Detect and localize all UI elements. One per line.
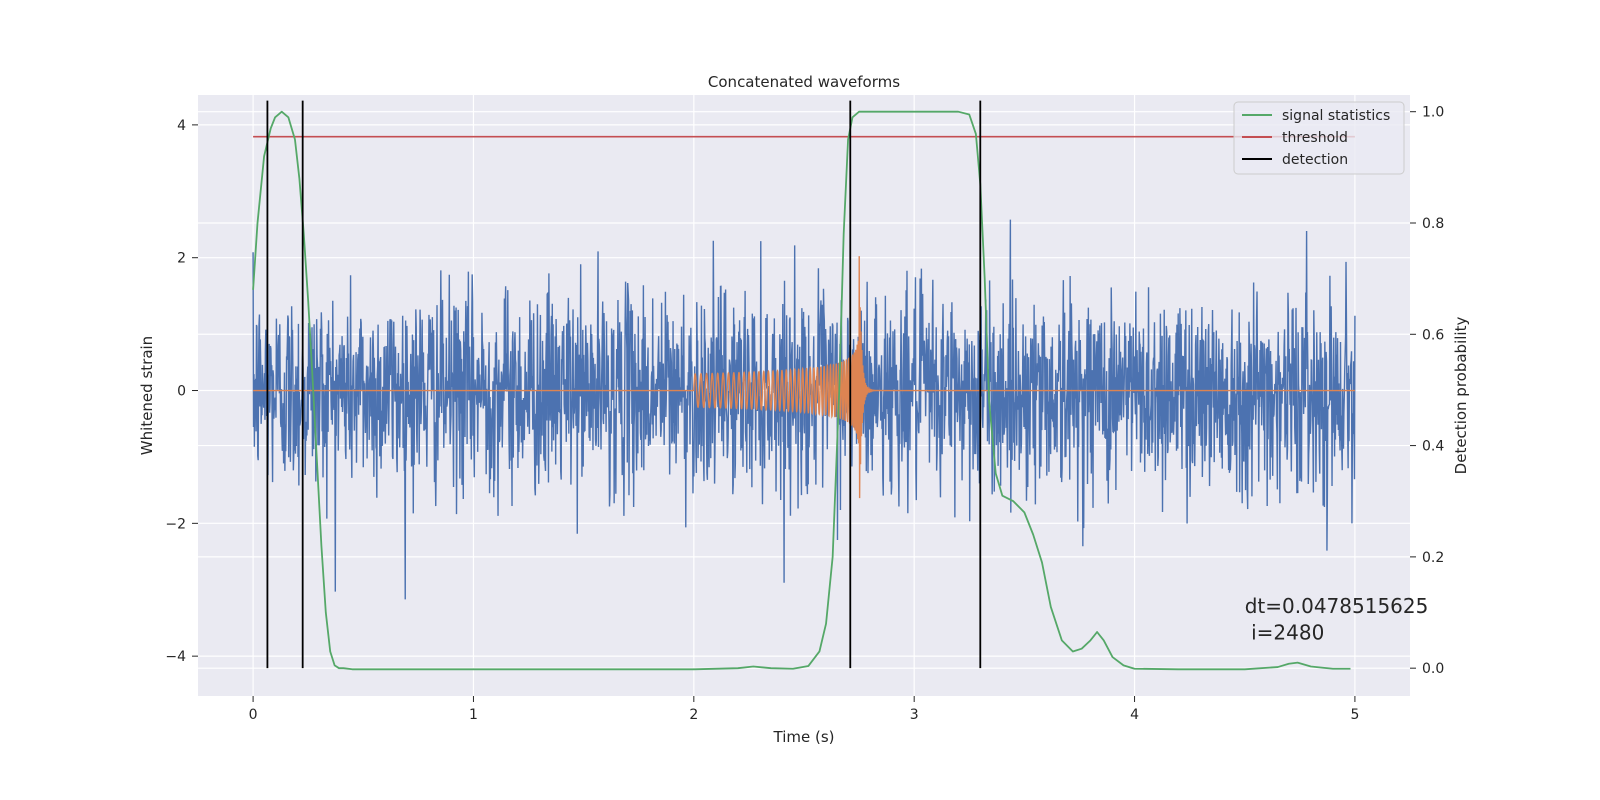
signal-statistics-line — [252, 110, 1351, 671]
legend-label: threshold — [1282, 130, 1348, 146]
y-tick-label: −2 — [165, 516, 186, 532]
y-tick-label: −4 — [165, 649, 186, 665]
x-tick-label: 0 — [249, 707, 258, 723]
legend-label: signal statistics — [1282, 108, 1390, 124]
annotation-dt: dt=0.0478515625 — [1245, 594, 1429, 618]
x-tick-label: 5 — [1350, 707, 1359, 723]
y2-tick-label: 0.8 — [1422, 216, 1444, 232]
y-tick-label: 0 — [177, 384, 186, 400]
annotation: dt=0.0478515625 i=2480 — [1245, 594, 1429, 645]
y-tick-label: 4 — [177, 118, 186, 134]
y-axis-label: Whitened strain — [138, 336, 156, 455]
x-tick-label: 3 — [910, 707, 919, 723]
grid — [198, 95, 1410, 696]
y2-tick-label: 0.6 — [1422, 327, 1444, 343]
y2-axis-label: Detection probability — [1452, 317, 1470, 475]
series-layer — [252, 100, 1356, 671]
y-tick-label: 2 — [177, 251, 186, 267]
x-tick-label: 1 — [469, 707, 478, 723]
x-tick-label: 2 — [689, 707, 698, 723]
legend-box — [1233, 101, 1405, 175]
y2-tick-label: 0.4 — [1422, 439, 1444, 455]
legend: signal statistics threshold detection — [1233, 101, 1405, 175]
x-tick-label: 4 — [1130, 707, 1139, 723]
y2-tick-label: 1.0 — [1422, 105, 1444, 121]
x-axis-label: Time (s) — [773, 728, 835, 746]
annotation-i: i=2480 — [1245, 621, 1325, 645]
chart-title: Concatenated waveforms — [708, 73, 900, 91]
template-series-line — [253, 256, 1355, 499]
y2-tick-label: 0.0 — [1422, 661, 1444, 677]
noise-series-line — [252, 219, 1356, 600]
legend-label: detection — [1282, 152, 1348, 168]
ticks: 0 1 2 3 4 5 −4 −2 0 2 4 0.0 0.2 0.4 0.6 0.8 1.0 — [165, 105, 1444, 723]
y2-tick-label: 0.2 — [1422, 550, 1444, 566]
